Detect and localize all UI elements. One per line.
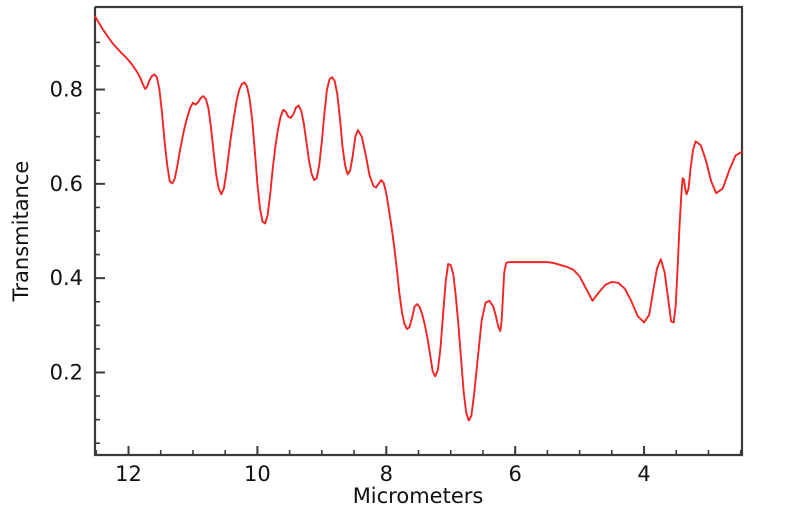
x-tick-label: 4 <box>637 462 650 486</box>
spectrum-trace <box>94 15 743 422</box>
x-tick-label: 6 <box>508 462 521 486</box>
y-tick-label: 0.8 <box>50 78 83 102</box>
y-axis-title: Transmitance <box>9 161 33 303</box>
x-axis-major-ticks <box>127 446 646 455</box>
y-axis-tick-labels: 0.2 0.4 0.6 0.8 <box>50 78 83 385</box>
data-series-group <box>94 15 743 422</box>
x-tick-label: 8 <box>380 462 393 486</box>
plot-background <box>95 7 742 455</box>
y-axis-minor-ticks <box>95 41 100 445</box>
x-tick-label: 10 <box>244 462 271 486</box>
x-axis-title: Micrometers <box>353 484 484 508</box>
axes-spines <box>93 5 744 457</box>
x-axis-tick-labels: 12 10 8 6 4 <box>115 462 651 486</box>
x-axis-minor-ticks <box>95 450 742 455</box>
y-tick-label: 0.6 <box>50 172 83 196</box>
y-tick-label: 0.2 <box>50 360 83 384</box>
x-tick-label: 12 <box>115 462 142 486</box>
y-axis-major-ticks <box>95 88 105 374</box>
plot-frame <box>93 5 744 457</box>
y-tick-label: 0.4 <box>50 266 83 290</box>
